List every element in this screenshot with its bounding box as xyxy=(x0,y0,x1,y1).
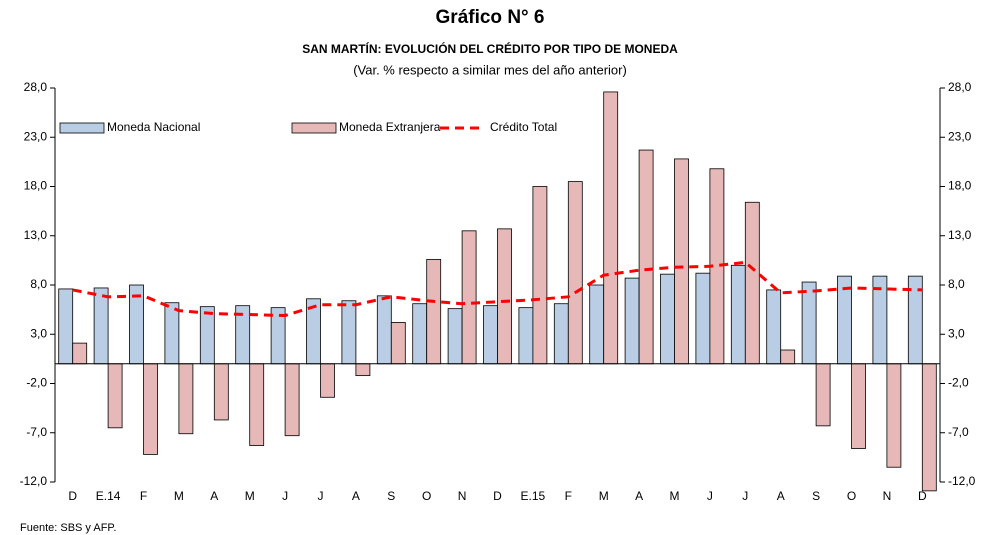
x-tick-label: M xyxy=(670,489,680,503)
x-tick-label: A xyxy=(777,489,785,503)
bar xyxy=(341,300,357,365)
y2-tick-label: 23,0 xyxy=(948,129,972,143)
bar xyxy=(284,363,300,437)
y2-tick-label: -12,0 xyxy=(948,474,976,488)
bar xyxy=(801,281,817,365)
bar xyxy=(213,363,229,421)
bar xyxy=(93,287,109,365)
x-tick-label: A xyxy=(210,489,218,503)
bar xyxy=(390,322,406,365)
bar xyxy=(567,181,583,365)
bar xyxy=(730,264,746,365)
bar xyxy=(815,363,831,427)
bar xyxy=(355,363,371,377)
x-tick-label: N xyxy=(883,489,892,503)
legend-label: Moneda Nacional xyxy=(107,120,200,134)
x-tick-label: S xyxy=(387,489,395,503)
x-tick-label: F xyxy=(565,489,572,503)
bar xyxy=(376,295,392,365)
legend-label: Crédito Total xyxy=(490,120,557,134)
y2-tick-label: 13,0 xyxy=(948,228,972,242)
bar xyxy=(447,308,463,365)
bar xyxy=(199,306,215,365)
x-tick-label: O xyxy=(422,489,431,503)
bar xyxy=(58,288,74,365)
bar xyxy=(72,342,88,365)
y-tick-label: -2,0 xyxy=(26,376,47,390)
x-tick-label: M xyxy=(599,489,609,503)
bar xyxy=(107,363,123,429)
y-tick-label: 13,0 xyxy=(24,228,48,242)
x-tick-label: A xyxy=(635,489,643,503)
y-tick-label: -7,0 xyxy=(26,425,47,439)
y-tick-label: -12,0 xyxy=(20,474,48,488)
x-tick-label: J xyxy=(742,489,748,503)
y-tick-label: 23,0 xyxy=(24,129,48,143)
bar xyxy=(497,228,512,365)
bar xyxy=(518,307,534,365)
x-tick-label: E.14 xyxy=(96,489,121,503)
x-tick-label: N xyxy=(458,489,467,503)
bar xyxy=(589,284,605,365)
y2-tick-label: -2,0 xyxy=(948,376,969,390)
y-tick-label: 28,0 xyxy=(24,80,48,94)
x-tick-label: J xyxy=(318,489,324,503)
x-tick-label: J xyxy=(707,489,713,503)
x-tick-label: D xyxy=(493,489,502,503)
chart-title: Gráfico N° 6 xyxy=(436,7,545,28)
y2-tick-label: 18,0 xyxy=(948,179,972,193)
bar xyxy=(695,272,711,365)
bar xyxy=(638,149,654,365)
bar xyxy=(674,158,689,365)
bar xyxy=(553,303,569,365)
bar xyxy=(426,258,442,365)
y-tick-label: 3,0 xyxy=(30,326,47,340)
y-tick-label: 18,0 xyxy=(24,179,48,193)
bar xyxy=(178,363,194,435)
x-tick-label: M xyxy=(174,489,184,503)
x-tick-label: M xyxy=(245,489,255,503)
bar xyxy=(624,277,640,365)
y2-tick-label: 3,0 xyxy=(948,326,965,340)
legend-swatch xyxy=(291,122,337,134)
bar xyxy=(164,302,180,365)
bar xyxy=(249,363,265,446)
x-tick-label: D xyxy=(68,489,77,503)
x-tick-label: S xyxy=(812,489,820,503)
bar xyxy=(744,201,760,365)
chart-source: Fuente: SBS y AFP. xyxy=(20,522,116,534)
y2-tick-label: 8,0 xyxy=(948,277,965,291)
bar xyxy=(483,305,498,365)
chart-subtitle: SAN MARTÍN: EVOLUCIÓN DEL CRÉDITO POR TI… xyxy=(302,41,678,56)
bar xyxy=(886,363,902,468)
chart-note: (Var. % respecto a similar mes del año a… xyxy=(353,62,627,77)
bar xyxy=(461,230,477,365)
x-tick-label: E.15 xyxy=(521,489,546,503)
bar xyxy=(603,91,619,365)
bar xyxy=(143,363,158,455)
bar xyxy=(532,186,548,365)
bar xyxy=(660,273,675,365)
bar xyxy=(780,349,796,365)
bar xyxy=(851,363,866,449)
x-tick-label: F xyxy=(140,489,147,503)
bar xyxy=(766,289,782,365)
x-tick-label: O xyxy=(847,489,856,503)
x-tick-label: A xyxy=(352,489,360,503)
legend-swatch xyxy=(59,122,105,134)
bar xyxy=(921,363,937,492)
legend-label: Moneda Extranjera xyxy=(339,120,441,134)
y2-tick-label: -7,0 xyxy=(948,425,969,439)
y2-tick-label: 28,0 xyxy=(948,80,972,94)
x-tick-label: D xyxy=(918,489,927,503)
bar xyxy=(412,303,428,365)
x-tick-label: J xyxy=(282,489,288,503)
bar xyxy=(320,363,335,398)
y-tick-label: 8,0 xyxy=(30,277,47,291)
